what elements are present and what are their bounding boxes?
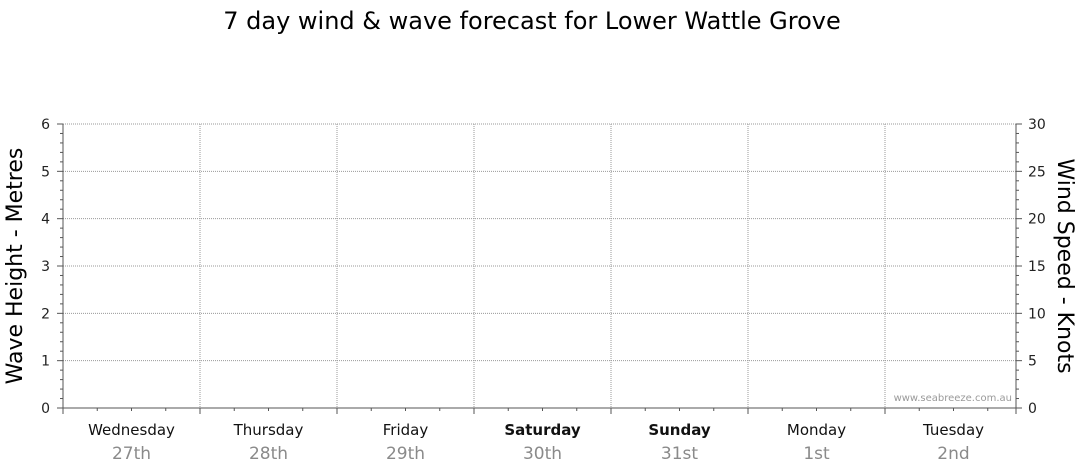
y-right-tick-label: 5 — [1028, 354, 1037, 370]
day-date-label: 31st — [661, 444, 698, 464]
y-left-tick-label: 4 — [41, 212, 50, 228]
y-right-tick-label: 0 — [1028, 401, 1037, 417]
day-date-label: 28th — [249, 444, 288, 464]
day-date-label: 1st — [803, 444, 830, 464]
y-left-tick-label: 6 — [41, 117, 50, 133]
chart-title: 7 day wind & wave forecast for Lower Wat… — [223, 7, 841, 35]
day-name-label: Wednesday — [88, 421, 175, 439]
y-left-tick-label: 1 — [41, 354, 50, 370]
day-date-label: 2nd — [937, 444, 969, 464]
watermark: www.seabreeze.com.au — [894, 393, 1012, 404]
y-right-tick-label: 25 — [1028, 164, 1046, 180]
y-axis-left-title: Wave Height - Metres — [3, 148, 28, 385]
day-name-label: Sunday — [648, 421, 711, 439]
day-date-label: 27th — [112, 444, 151, 464]
day-date-label: 30th — [523, 444, 562, 464]
day-name-label: Thursday — [233, 421, 304, 439]
y-right-tick-label: 20 — [1028, 212, 1046, 228]
y-left-tick-label: 3 — [41, 259, 50, 275]
day-name-label: Tuesday — [922, 421, 984, 439]
grid-lines — [63, 123, 1016, 408]
y-right-tick-label: 30 — [1028, 117, 1046, 133]
y-left-tick-label: 2 — [41, 306, 50, 322]
day-name-label: Friday — [383, 421, 429, 439]
y-axis-right-title: Wind Speed - Knots — [1052, 158, 1077, 373]
day-name-label: Saturday — [504, 421, 581, 439]
day-date-label: 29th — [386, 444, 425, 464]
y-right-tick-label: 10 — [1028, 306, 1046, 322]
y-left-tick-label: 0 — [41, 401, 50, 417]
day-labels: Wednesday 27th Thursday 28th Friday 29th Satur… — [88, 421, 984, 464]
y-right-tick-label: 15 — [1028, 259, 1046, 275]
day-name-label: Monday — [787, 421, 846, 439]
y-left-tick-label: 5 — [41, 164, 50, 180]
axes: 0 1 2 3 4 5 6 0 5 10 15 20 25 30 — [41, 117, 1046, 417]
